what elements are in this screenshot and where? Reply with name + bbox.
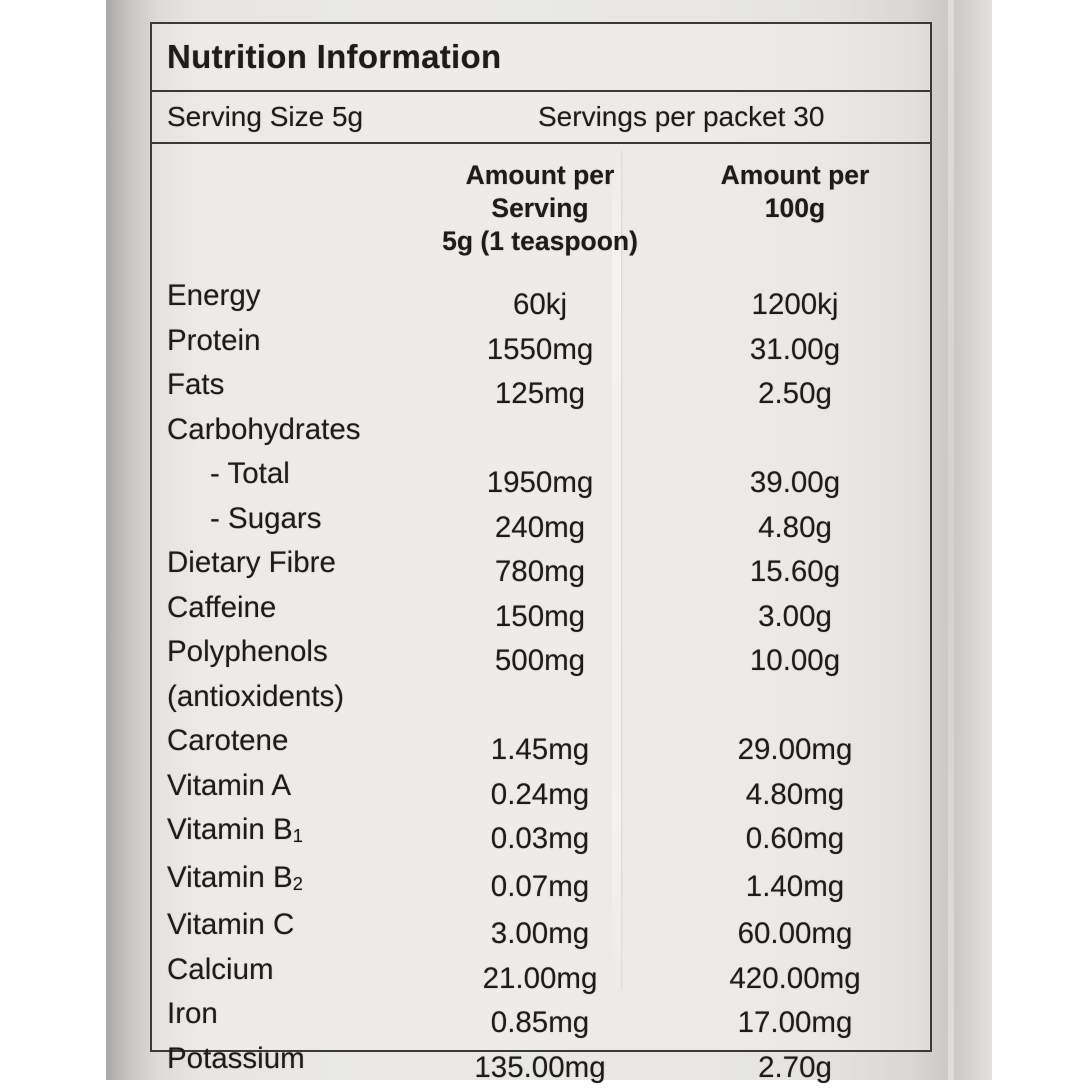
nutrient-label: Vitamin A bbox=[152, 764, 419, 809]
column-header-per-serving-line1: Amount per Serving bbox=[419, 159, 661, 225]
nutrient-value-per-100g: 2.70g bbox=[661, 1046, 929, 1090]
nutrient-label: - Total bbox=[152, 452, 419, 497]
serving-info-row: Serving Size 5g Servings per packet 30 bbox=[152, 92, 930, 144]
nutrient-value-per-serving: 0.07mg bbox=[419, 865, 661, 913]
nutrient-value-per-serving: 3.00mg bbox=[419, 912, 661, 957]
nutrient-label: Calcium bbox=[152, 948, 419, 993]
nutrient-value-per-serving: 1.45mg bbox=[419, 728, 661, 773]
nutrient-value-per-100g: 4.80g bbox=[661, 506, 929, 551]
nutrient-label: Protein bbox=[152, 319, 419, 364]
nutrient-value-per-serving: 150mg bbox=[419, 595, 661, 640]
column-spacer bbox=[152, 159, 419, 258]
nutrient-value-per-100g: 1.40mg bbox=[661, 865, 929, 913]
nutrient-label: - Sugars bbox=[152, 497, 419, 542]
nutrient-value-per-100g: 2.50g bbox=[661, 372, 929, 417]
nutrient-value-per-100g: 17.00mg bbox=[661, 1001, 929, 1046]
nutrient-value-per-100g: 15.60g bbox=[661, 550, 929, 595]
nutrient-value-per-serving: 125mg bbox=[419, 372, 661, 417]
nutrient-label: Polyphenols(antioxidents) bbox=[152, 630, 419, 719]
nutrient-value-per-100g: 29.00mg bbox=[661, 728, 929, 773]
nutrient-label: Carotene bbox=[152, 719, 419, 764]
nutrient-value-per-serving: 500mg bbox=[419, 639, 661, 728]
nutrient-label-second-line: (antioxidents) bbox=[167, 675, 419, 720]
nutrient-value-per-100g: 420.00mg bbox=[661, 957, 929, 1002]
column-header-per-100g: Amount per 100g bbox=[661, 159, 929, 258]
nutrient-value-per-serving: 0.03mg bbox=[419, 817, 661, 865]
nutrient-value-per-serving: 60kj bbox=[419, 283, 661, 328]
panel-title: Nutrition Information bbox=[167, 38, 501, 76]
nutrient-value-per-serving: 0.85mg bbox=[419, 1001, 661, 1046]
column-header-per-100g-line2: 100g bbox=[661, 192, 929, 225]
nutrient-value-per-serving: 135.00mg bbox=[419, 1046, 661, 1090]
serving-size: Serving Size 5g bbox=[167, 101, 363, 133]
servings-per-packet: Servings per packet 30 bbox=[538, 101, 824, 133]
nutrient-value-per-100g bbox=[661, 417, 929, 462]
nutrient-label: Vitamin B1 bbox=[152, 808, 419, 856]
column-headers: Amount per Serving 5g (1 teaspoon) Amoun… bbox=[152, 144, 930, 258]
nutrient-label: Energy bbox=[152, 274, 419, 319]
nutrition-panel: Nutrition Information Serving Size 5g Se… bbox=[150, 22, 932, 1052]
nutrient-value-per-serving: 780mg bbox=[419, 550, 661, 595]
nutrient-label: Iron bbox=[152, 992, 419, 1037]
column-header-per-100g-line1: Amount per bbox=[661, 159, 929, 192]
nutrient-value-per-100g: 1200kj bbox=[661, 283, 929, 328]
nutrient-value-per-serving: 1950mg bbox=[419, 461, 661, 506]
nutrient-value-per-100g: 3.00g bbox=[661, 595, 929, 640]
nutrient-value-per-serving: 21.00mg bbox=[419, 957, 661, 1002]
nutrient-label: Carbohydrates bbox=[152, 408, 419, 453]
nutrient-label: Fats bbox=[152, 363, 419, 408]
panel-title-row: Nutrition Information bbox=[152, 24, 930, 92]
nutrient-value-per-100g: 10.00g bbox=[661, 639, 929, 728]
nutrient-value-per-100g: 31.00g bbox=[661, 328, 929, 373]
nutrient-value-per-100g: 39.00g bbox=[661, 461, 929, 506]
nutrient-label: Dietary Fibre bbox=[152, 541, 419, 586]
nutrient-value-per-serving: 0.24mg bbox=[419, 773, 661, 818]
nutrient-value-per-serving: 1550mg bbox=[419, 328, 661, 373]
nutrient-label: Vitamin C bbox=[152, 903, 419, 948]
column-header-per-serving-line2: 5g (1 teaspoon) bbox=[419, 225, 661, 258]
nutrient-label: Caffeine bbox=[152, 586, 419, 631]
nutrient-label: Vitamin B2 bbox=[152, 856, 419, 904]
nutrient-value-per-serving bbox=[419, 417, 661, 462]
nutrient-value-per-serving: 240mg bbox=[419, 506, 661, 551]
nutrient-label: Potassium bbox=[152, 1037, 419, 1082]
nutrient-value-per-100g: 60.00mg bbox=[661, 912, 929, 957]
column-header-per-serving: Amount per Serving 5g (1 teaspoon) bbox=[419, 159, 661, 258]
nutrient-value-per-100g: 0.60mg bbox=[661, 817, 929, 865]
label-edge-crease bbox=[948, 0, 954, 1080]
nutrient-value-per-100g: 4.80mg bbox=[661, 773, 929, 818]
